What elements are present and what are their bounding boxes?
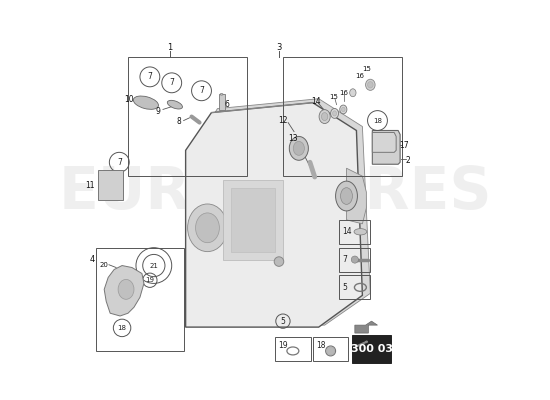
Polygon shape: [346, 168, 366, 224]
Bar: [96, 248, 184, 351]
Ellipse shape: [366, 79, 375, 90]
Text: 7: 7: [147, 72, 152, 81]
Ellipse shape: [293, 142, 304, 155]
Text: 20: 20: [100, 262, 109, 268]
Ellipse shape: [350, 89, 356, 97]
Text: 13: 13: [288, 134, 298, 143]
Bar: [232, 188, 275, 252]
Text: 16: 16: [339, 90, 348, 96]
Ellipse shape: [326, 346, 336, 356]
Text: 7: 7: [117, 158, 122, 167]
Circle shape: [327, 347, 334, 355]
Text: a passion for parts since 1—: a passion for parts since 1—: [186, 241, 364, 254]
Text: 2: 2: [406, 156, 410, 165]
Text: 18: 18: [118, 325, 127, 331]
Text: 4: 4: [90, 255, 95, 264]
Text: 5: 5: [343, 283, 348, 292]
Bar: [351, 335, 392, 363]
Text: 8: 8: [177, 117, 182, 126]
Circle shape: [274, 257, 284, 266]
Text: 18: 18: [373, 118, 382, 124]
Text: 17: 17: [399, 141, 409, 150]
Text: 14: 14: [343, 227, 352, 236]
Text: 12: 12: [278, 116, 288, 125]
Polygon shape: [194, 99, 370, 325]
Bar: [98, 170, 123, 200]
Ellipse shape: [321, 113, 328, 120]
Bar: [313, 337, 349, 361]
FancyArrowPatch shape: [356, 342, 367, 346]
Bar: [339, 276, 370, 299]
Text: 5: 5: [280, 317, 285, 326]
Text: 21: 21: [150, 262, 158, 268]
Ellipse shape: [289, 136, 309, 160]
Ellipse shape: [331, 108, 339, 118]
Text: 15: 15: [362, 66, 371, 72]
Ellipse shape: [118, 280, 134, 299]
Ellipse shape: [340, 105, 347, 114]
Ellipse shape: [367, 82, 373, 88]
Text: 300 03: 300 03: [350, 344, 393, 354]
Ellipse shape: [342, 107, 345, 112]
Text: 6: 6: [224, 100, 229, 109]
Ellipse shape: [196, 213, 219, 243]
Polygon shape: [372, 130, 400, 164]
Bar: [218, 94, 224, 110]
Text: 7: 7: [343, 255, 348, 264]
Bar: [283, 57, 402, 176]
Text: 14: 14: [311, 97, 321, 106]
Ellipse shape: [336, 181, 358, 211]
Ellipse shape: [354, 228, 367, 235]
Bar: [339, 248, 370, 272]
Circle shape: [351, 256, 359, 263]
Text: 19: 19: [145, 277, 155, 283]
Text: 19: 19: [278, 341, 288, 350]
Ellipse shape: [220, 94, 223, 95]
Text: 15: 15: [329, 94, 338, 100]
Ellipse shape: [319, 110, 330, 124]
Ellipse shape: [167, 100, 183, 109]
Polygon shape: [186, 103, 362, 327]
Ellipse shape: [188, 204, 227, 252]
Text: 18: 18: [316, 341, 326, 350]
Bar: [339, 220, 370, 244]
Text: EUROSPARES: EUROSPARES: [58, 164, 492, 220]
Text: 11: 11: [86, 181, 95, 190]
Text: 3: 3: [276, 42, 282, 52]
Ellipse shape: [333, 111, 337, 116]
Bar: [223, 180, 283, 260]
Ellipse shape: [340, 188, 353, 204]
Polygon shape: [372, 132, 396, 152]
Text: 1: 1: [167, 42, 172, 52]
Text: 7: 7: [169, 78, 174, 87]
Ellipse shape: [133, 96, 158, 109]
Bar: [275, 337, 311, 361]
Text: 16: 16: [355, 73, 365, 79]
Text: 7: 7: [199, 86, 204, 95]
Polygon shape: [104, 266, 144, 316]
Text: 10: 10: [124, 95, 134, 104]
Polygon shape: [355, 321, 377, 333]
Bar: [128, 57, 247, 176]
Text: 9: 9: [156, 107, 160, 116]
